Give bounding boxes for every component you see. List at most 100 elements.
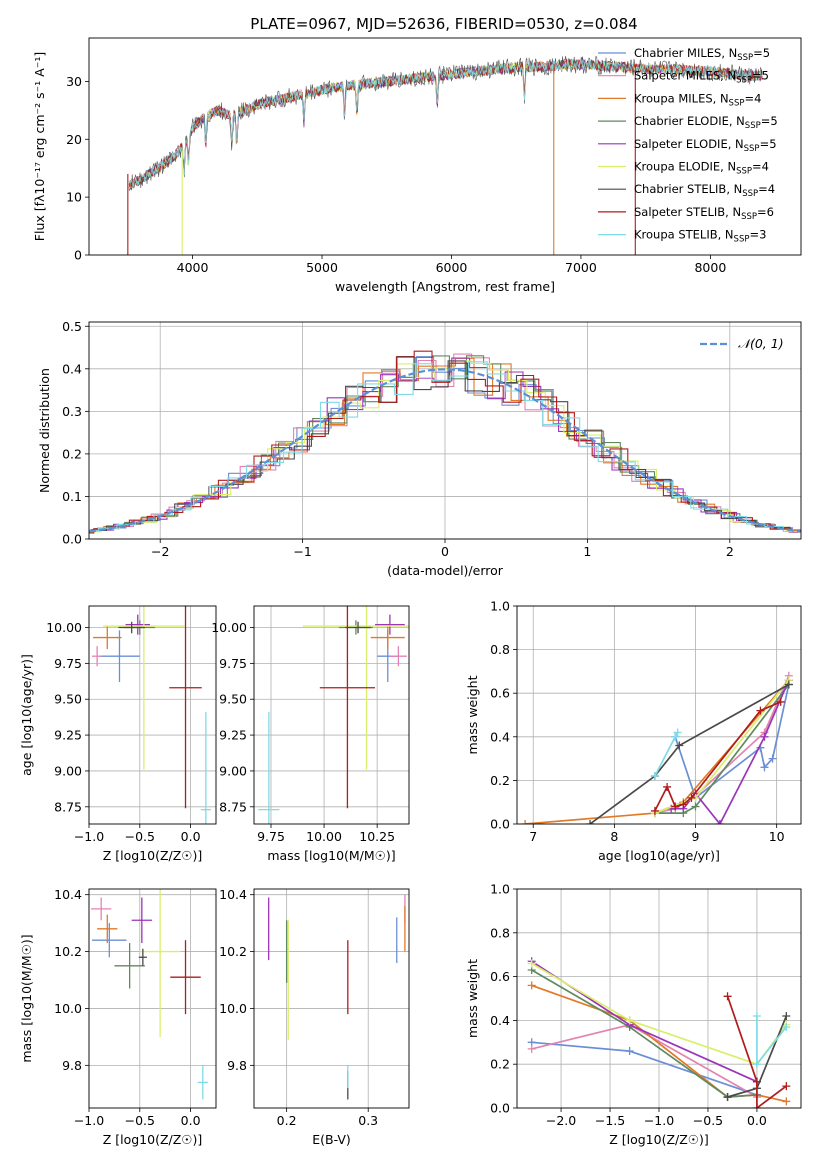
weight_vs_z-frame [516, 888, 802, 1109]
legend-entry: Chabrier STELIB, NSSP=4 [634, 182, 775, 199]
residuals-xlabel: (data-model)/error [387, 563, 504, 578]
weight_vs_age-series-kroupa-elodie [654, 679, 790, 814]
weight_vs_z-series-salpeter-stelib [726, 996, 787, 1108]
weight_vs_age-marker [756, 706, 765, 715]
weight_vs_age-ytick-label: 0.0 [490, 817, 510, 832]
weight_vs_age-marker [715, 820, 724, 824]
weight_vs_age-xlabel: age [log10(age/yr)] [598, 848, 720, 863]
weight_vs_age-marker [675, 741, 684, 750]
weight_vs_z-marker [527, 981, 536, 990]
weight_vs_age-ytick-label: 0.2 [490, 773, 510, 788]
legend-entry-label: Kroupa MILES, N [634, 91, 729, 105]
legend-entry-label: Salpeter ELODIE, N [634, 137, 744, 151]
residuals-ytick-label: 0.1 [62, 489, 82, 504]
age_vs_z-xtick-label: 0.0 [181, 829, 201, 844]
mass_vs_ebv-plot-area [268, 894, 406, 1100]
mass_vs_z-ylabel: mass [log10(M/M☉)] [19, 934, 34, 1062]
mass_vs_z-xlabel: Z [log10(Z/Z☉)] [103, 1132, 203, 1147]
weight_vs_age-marker [776, 697, 785, 706]
residuals-ytick-label: 0.5 [62, 319, 82, 334]
spectrum-xlabel: wavelength [Angstrom, rest frame] [335, 279, 555, 294]
weight_vs_age-frame [516, 605, 802, 825]
weight_vs_age-series-chabrier-stelib [589, 683, 790, 824]
age_vs_mass-frame [253, 605, 410, 825]
weight_vs_z-xtick-label: −2.0 [546, 1113, 576, 1128]
spectrum-frame [88, 37, 802, 256]
legend-entry-count: =5 [753, 46, 770, 60]
age_vs_z-xtick-label: −0.5 [125, 829, 155, 844]
residuals-ytick-label: 0.4 [62, 361, 82, 376]
legend-entry-sub: SSP [736, 167, 752, 177]
spectrum-xtick-label: 8000 [694, 260, 726, 275]
weight_vs_z-marker [723, 992, 732, 1001]
legend-entry-sub: SSP [736, 76, 752, 86]
weight_vs_z-ytick-label: 1.0 [490, 882, 510, 897]
weight_vs_z-marker [527, 959, 536, 968]
weight_vs_age-series-chabrier-miles [674, 684, 790, 800]
legend-entry-count: =5 [752, 69, 769, 83]
residuals-xtick-label: 2 [726, 544, 734, 559]
weight_vs_age-xtick-label: 9 [692, 829, 700, 844]
residuals-xtick-label: −2 [151, 544, 169, 559]
weight_vs_z-xtick-label: 0.0 [747, 1113, 767, 1128]
weight_vs_z-series-chabrier-miles [531, 1041, 758, 1096]
weight_vs_age-xtick-label: 7 [529, 829, 537, 844]
age_vs_mass-ytick-label: 9.25 [219, 728, 247, 743]
weight_vs_z-series-salpeter-elodie [531, 960, 758, 1083]
weight_vs_age-marker [673, 728, 682, 737]
age_vs_mass-ytick-label: 8.75 [219, 799, 247, 814]
weight_vs_z-series-chabrier-elodie [531, 969, 757, 1098]
legend-entry-sub: SSP [729, 98, 745, 108]
age_vs_z-ytick-label: 9.75 [54, 656, 82, 671]
legend-entry: Salpeter MILES, NSSP=5 [634, 69, 769, 86]
weight_vs_z-marker [723, 1093, 732, 1102]
weight_vs_age-series-kroupa-stelib [654, 731, 679, 777]
legend-entry: Kroupa MILES, NSSP=4 [634, 91, 761, 108]
age_vs_mass-xtick-label: 10.25 [359, 829, 395, 844]
legend-entry-label: Chabrier MILES, N [634, 46, 737, 60]
residuals-xtick-label: 0 [441, 544, 449, 559]
spectrum-ytick-label: 30 [66, 74, 82, 89]
residuals-xtick-label: −1 [293, 544, 311, 559]
age_vs_z-ytick-label: 8.75 [54, 799, 82, 814]
mass_vs_z-panel: −1.0 −0.5 0.0 9.8 10.0 10.2 10.4 Z [log10(Z/Z☉)… [19, 887, 217, 1147]
spectrum-xtick-label: 4000 [177, 260, 209, 275]
mass_vs_z-ytick-label: 9.8 [62, 1058, 82, 1073]
spectrum-xtick-label: 5000 [306, 260, 338, 275]
legend-entry-label: Chabrier STELIB, N [634, 182, 742, 196]
age_vs_z-ytick-label: 9.25 [54, 728, 82, 743]
age_vs_z-ytick-label: 9.00 [54, 763, 82, 778]
weight_vs_z-marker [752, 1077, 761, 1086]
weight_vs_age-marker [521, 820, 530, 824]
weight_vs_z-ytick-label: 0.8 [490, 925, 510, 940]
age_vs_z-ytick-label: 10.00 [46, 620, 82, 635]
legend-entry-label: Kroupa ELODIE, N [634, 160, 736, 174]
weight_vs_age-marker [784, 680, 793, 689]
spectrum-ytick-label: 0 [74, 248, 82, 263]
age_vs_z-xtick-label: −1.0 [74, 829, 104, 844]
weight_vs_age-plot-area [521, 671, 793, 824]
weight_vs_age-ytick-label: 1.0 [490, 599, 510, 614]
age_vs_mass-xtick-label: 10.00 [306, 829, 342, 844]
weight_vs_z-marker [782, 1012, 791, 1021]
weight_vs_z-marker [782, 1022, 791, 1031]
residual-hist-kroupa-stelib [89, 361, 801, 533]
age_vs_z-frame [88, 605, 217, 825]
legend-entry-count: =4 [744, 91, 761, 105]
spectrum-ylabel: Flux [fλ10⁻¹⁷ erg cm⁻² s⁻¹ A⁻¹] [32, 52, 47, 241]
weight_vs_z-marker [782, 1097, 791, 1106]
mass_vs_ebv-ytick-label: 10.4 [219, 887, 247, 902]
weight_vs_z-xtick-label: −0.5 [693, 1113, 723, 1128]
mass_vs_ebv-xtick-label: 0.2 [277, 1113, 297, 1128]
legend-entry-count: =6 [757, 205, 774, 219]
mass_vs_z-xtick-label: −0.5 [125, 1113, 155, 1128]
residuals-panel: −2 −1 0 1 2 0.0 0.1 0.2 0.3 0.4 0.5 (data-model)/er… [37, 319, 802, 578]
weight_vs_age-ylabel: mass weight [465, 675, 480, 754]
weight_vs_age-marker [671, 732, 680, 741]
figure-title: PLATE=0967, MJD=52636, FIBERID=0530, z=0… [250, 15, 637, 33]
age_vs_z-plot-area [92, 606, 211, 824]
legend-entry: Salpeter STELIB, NSSP=6 [634, 205, 774, 222]
weight_vs_z-series-salpeter-miles [531, 1023, 758, 1098]
weight_vs_age-ytick-label: 0.4 [490, 729, 510, 744]
